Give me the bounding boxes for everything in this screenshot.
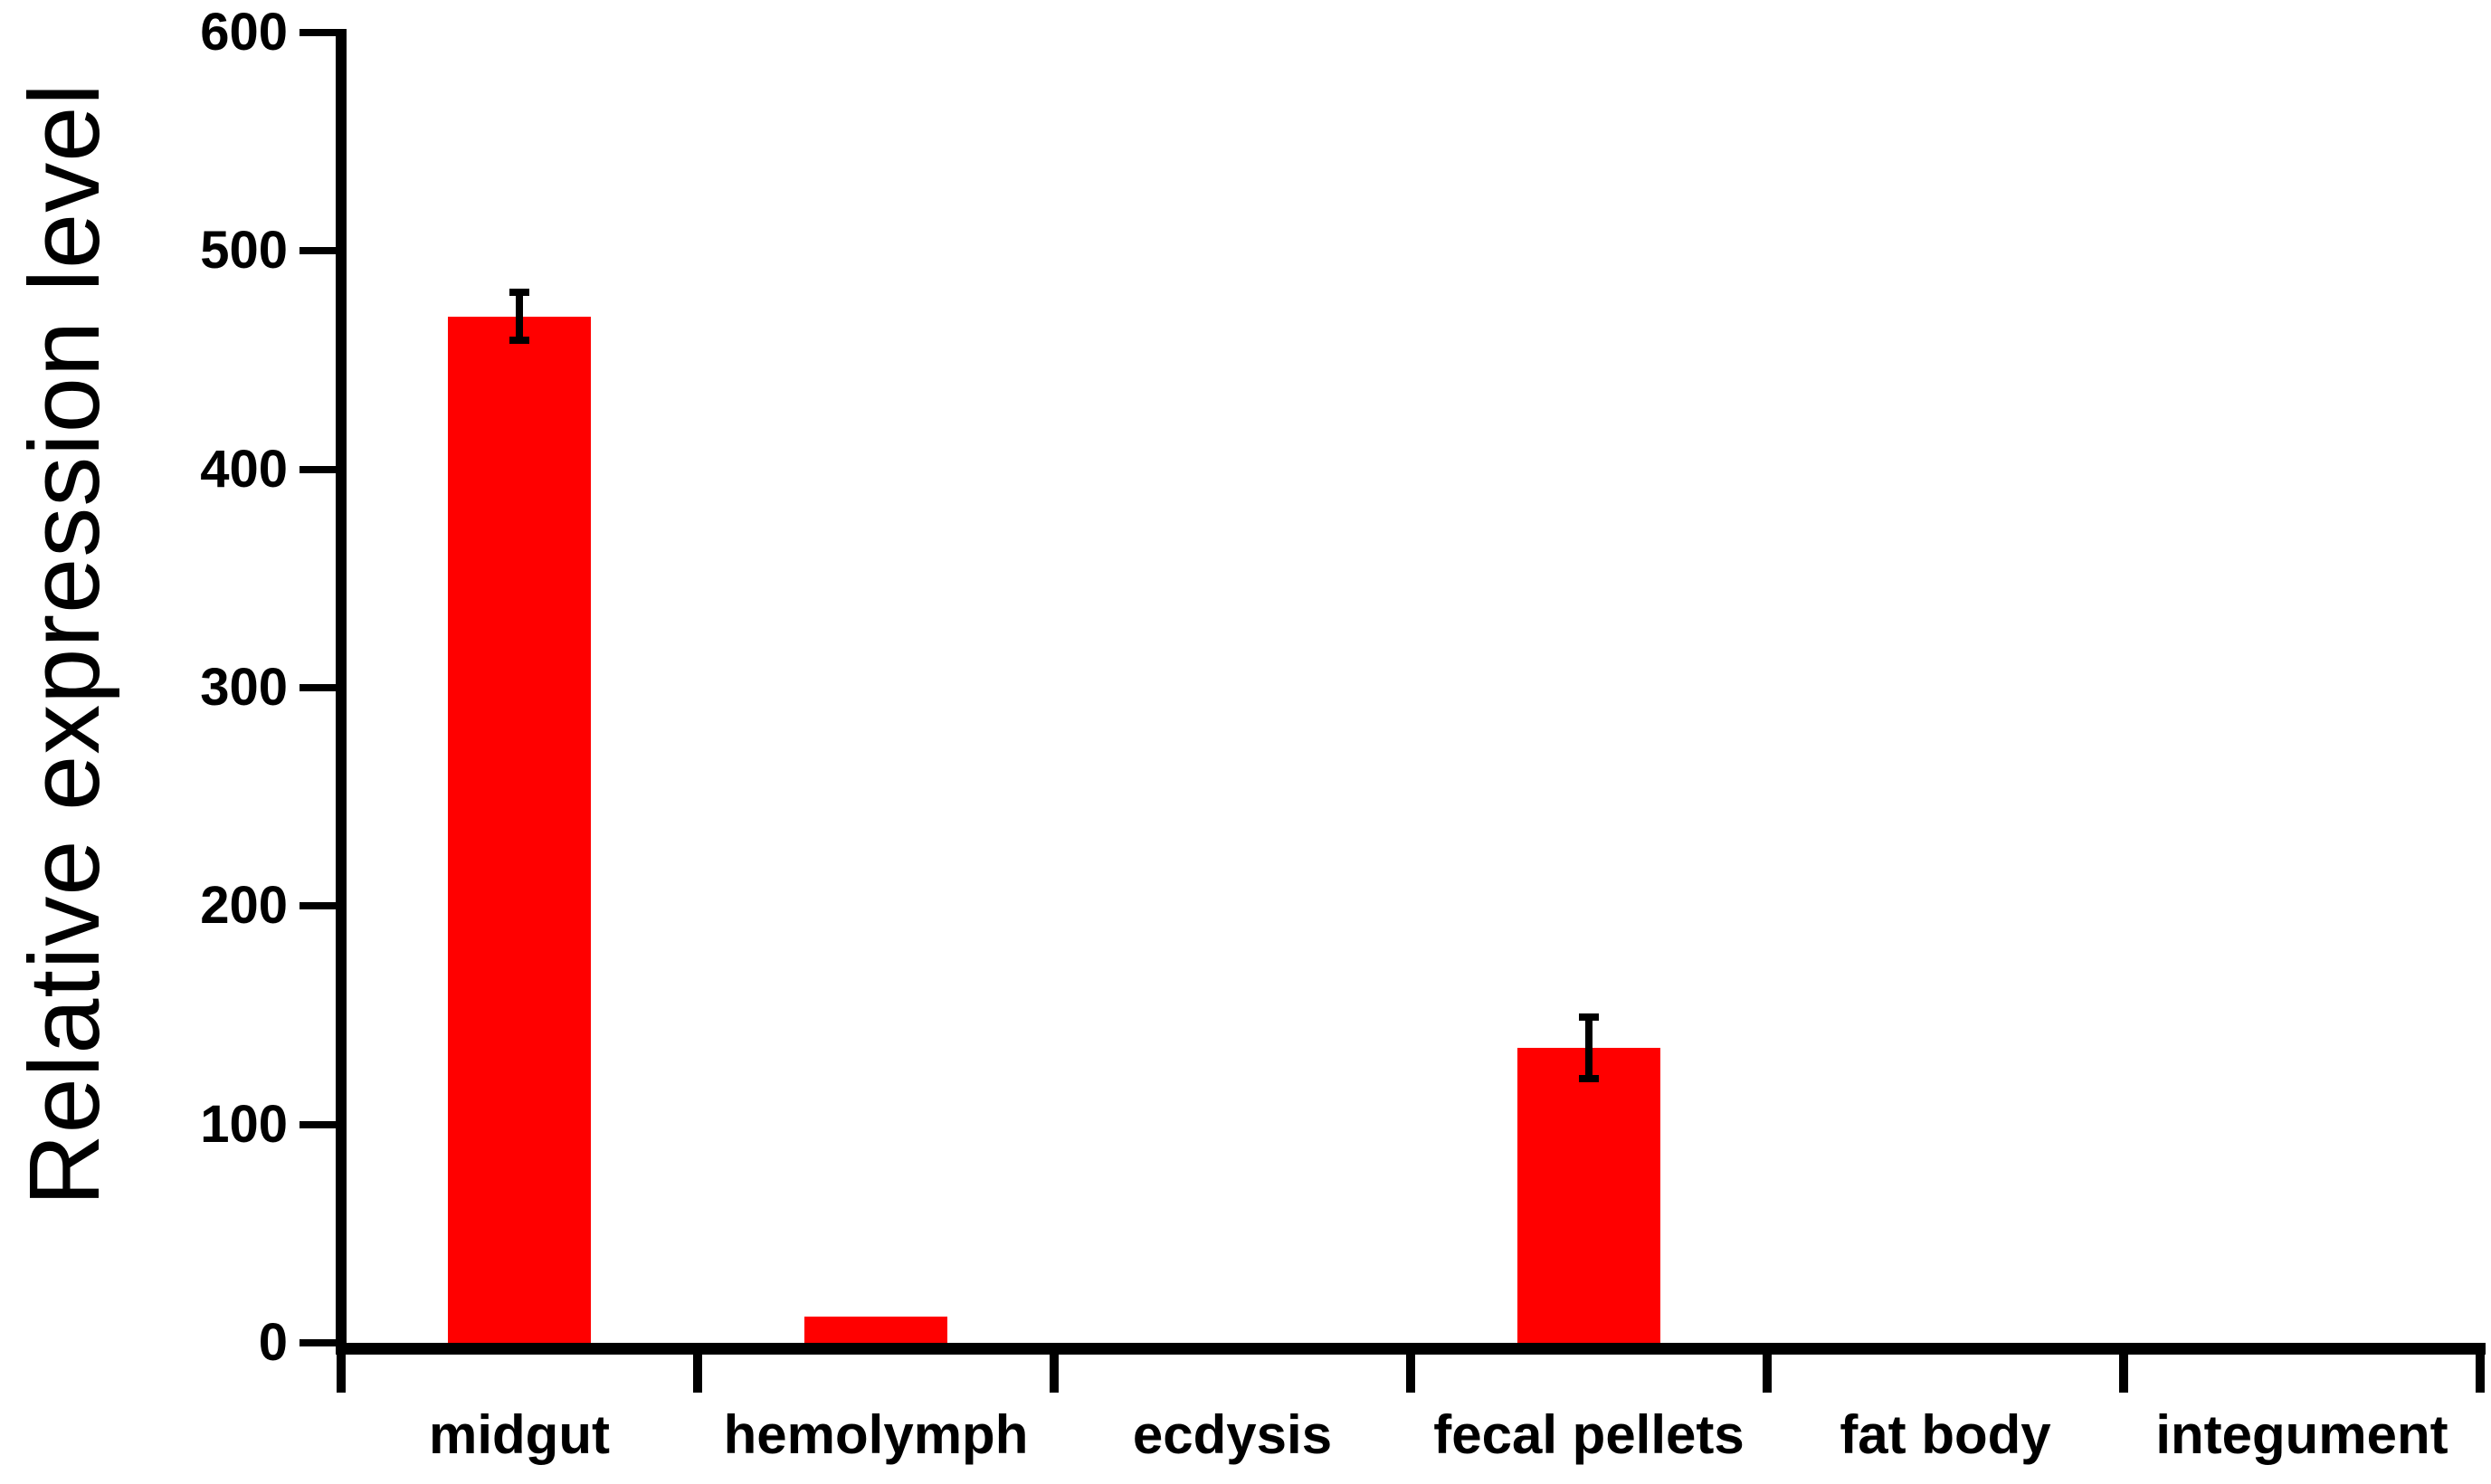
y-tick-label: 200 <box>200 876 288 936</box>
x-tick-label-fat-body: fat body <box>1840 1404 2051 1465</box>
x-tick <box>1406 1351 1415 1393</box>
x-tick <box>2119 1351 2128 1393</box>
x-tick-label-hemolymph: hemolymph <box>723 1404 1029 1465</box>
y-tick-label: 100 <box>200 1094 288 1154</box>
y-tick-label: 300 <box>200 658 288 717</box>
error-bar-top-cap-fecal-pellets <box>1579 1013 1599 1022</box>
x-tick <box>693 1351 702 1393</box>
y-tick <box>299 1120 341 1128</box>
y-tick-label: 400 <box>200 439 288 499</box>
x-tick-label-fecal-pellets: fecal pellets <box>1433 1404 1745 1465</box>
x-tick <box>1763 1351 1772 1393</box>
bar-fecal-pellets <box>1517 1048 1660 1343</box>
bar-hemolymph <box>804 1317 947 1343</box>
y-tick-label: 500 <box>200 221 288 281</box>
x-tick-label-integument: integument <box>2155 1404 2448 1465</box>
y-axis-line <box>336 29 347 1355</box>
bar-midgut <box>448 316 591 1343</box>
error-bar-fecal-pellets <box>1585 1017 1593 1079</box>
y-tick <box>299 902 341 910</box>
y-tick-label: 600 <box>200 3 288 62</box>
x-tick <box>1050 1351 1059 1393</box>
y-tick <box>299 465 341 473</box>
y-tick <box>299 1339 341 1346</box>
error-bar-midgut <box>516 292 523 341</box>
x-axis-line <box>336 1343 2486 1355</box>
y-tick <box>299 29 341 36</box>
error-bar-bottom-cap-midgut <box>509 337 529 345</box>
y-axis-title: Relative expression level <box>9 82 120 1206</box>
y-tick <box>299 247 341 255</box>
x-tick <box>2476 1351 2485 1393</box>
error-bar-bottom-cap-fecal-pellets <box>1579 1074 1599 1082</box>
y-tick <box>299 684 341 691</box>
y-tick-label: 0 <box>258 1313 288 1372</box>
x-tick-label-ecdysis: ecdysis <box>1132 1404 1333 1465</box>
x-tick-label-midgut: midgut <box>429 1404 610 1465</box>
x-tick <box>337 1351 346 1393</box>
error-bar-top-cap-midgut <box>509 289 529 297</box>
